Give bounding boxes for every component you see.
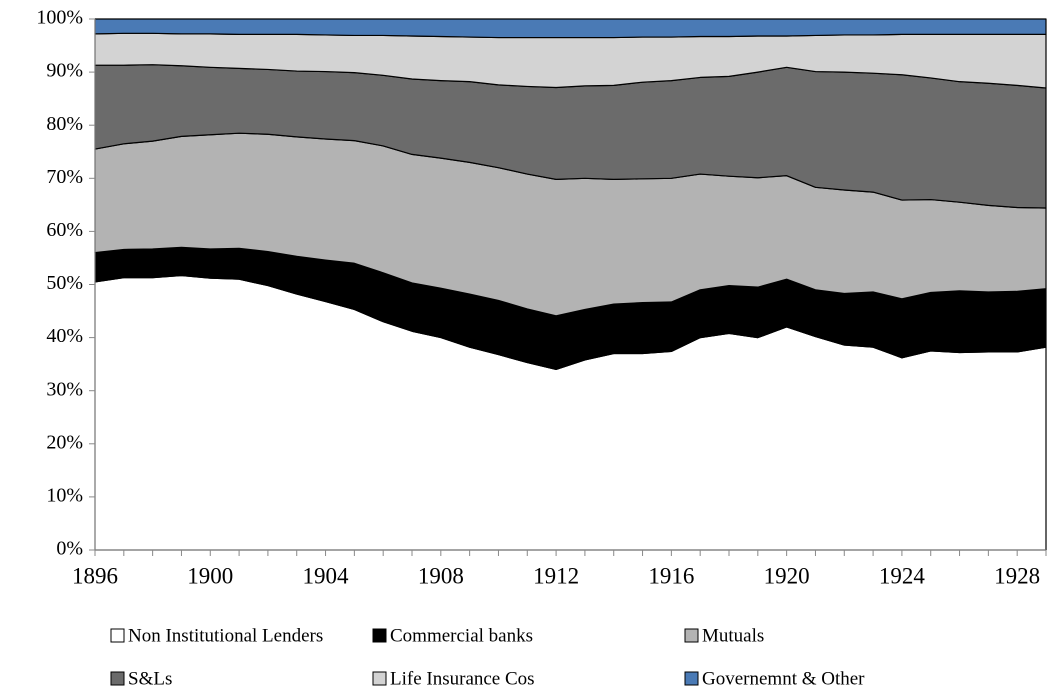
x-tick-label: 1916	[648, 563, 694, 588]
legend-swatch	[110, 671, 125, 686]
legend-label: Governemnt & Other	[702, 668, 865, 689]
legend-label: S&Ls	[128, 668, 172, 689]
legend-label: Commercial banks	[390, 625, 533, 646]
y-tick-label: 10%	[46, 484, 83, 506]
y-tick-label: 0%	[56, 538, 83, 560]
x-tick-label: 1920	[764, 563, 810, 588]
y-tick-label: 70%	[46, 166, 83, 188]
y-tick-label: 20%	[46, 431, 83, 453]
y-tick-label: 90%	[46, 60, 83, 82]
legend-swatch	[372, 671, 387, 686]
y-tick-label: 60%	[46, 219, 83, 241]
x-tick-label: 1928	[994, 563, 1040, 588]
y-tick-label: 30%	[46, 378, 83, 400]
legend-swatch	[684, 671, 699, 686]
y-tick-label: 100%	[36, 7, 83, 29]
x-tick-label: 1924	[879, 563, 926, 588]
x-tick-label: 1912	[533, 563, 579, 588]
legend-label: Non Institutional Lenders	[128, 625, 323, 646]
area	[94, 18, 1047, 39]
x-tick-label: 1896	[72, 563, 118, 588]
y-tick-label: 50%	[46, 272, 83, 294]
y-tick-label: 80%	[46, 113, 83, 135]
legend-label: Life Insurance Cos	[390, 668, 535, 689]
x-tick-label: 1904	[303, 563, 350, 588]
x-tick-label: 1908	[418, 563, 464, 588]
legend-label: Mutuals	[702, 625, 764, 646]
legend-swatch	[110, 628, 125, 643]
x-tick-label: 1900	[187, 563, 233, 588]
y-tick-label: 40%	[46, 325, 83, 347]
legend-swatch	[372, 628, 387, 643]
legend-swatch	[684, 628, 699, 643]
